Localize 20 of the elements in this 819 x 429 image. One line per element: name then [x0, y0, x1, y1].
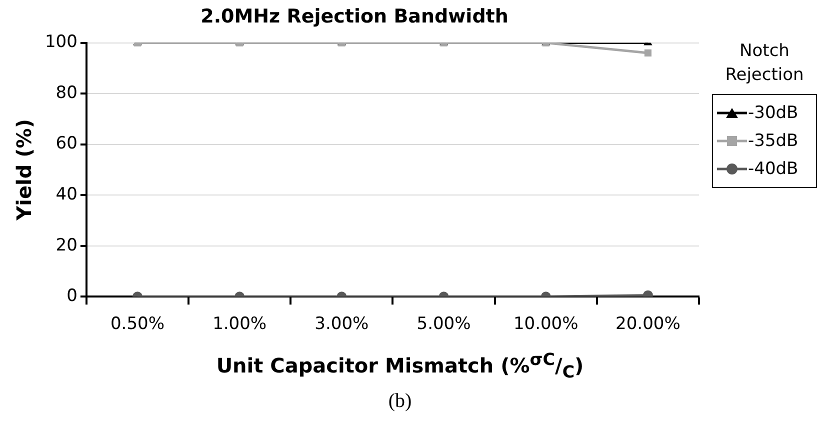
x-tick-label: 10.00% [513, 314, 578, 334]
x-axis-title: Unit Capacitor Mismatch (%$^{σC}$/$_{C}$) [215, 350, 585, 382]
y-tick-label: 80 [56, 82, 78, 103]
y-tick-label: 60 [56, 134, 78, 154]
x-tick-label: 1.00% [212, 314, 267, 334]
x-tick-label: 0.50% [110, 314, 164, 334]
legend-title: Notch Rejection [724, 40, 805, 87]
y-tick-label: 0 [66, 286, 78, 306]
y-tick-label: 20 [56, 235, 78, 256]
text: (b) [387, 390, 413, 413]
x-tick-label: 20.00% [616, 314, 680, 334]
chart-title: 2.0MHz Rejection Bandwidth [200, 5, 508, 28]
legend-label: -35dB [748, 130, 798, 151]
y-tick-label: 100 [44, 32, 78, 52]
x-tick-label: 3.00% [314, 314, 369, 334]
legend-label: -30dB [748, 102, 798, 123]
y-tick-label: 40 [56, 184, 78, 204]
legend-label: -40dB [748, 158, 798, 179]
y-axis-title: Yield (%) [12, 119, 36, 222]
x-tick-label: 5.00% [416, 314, 471, 334]
